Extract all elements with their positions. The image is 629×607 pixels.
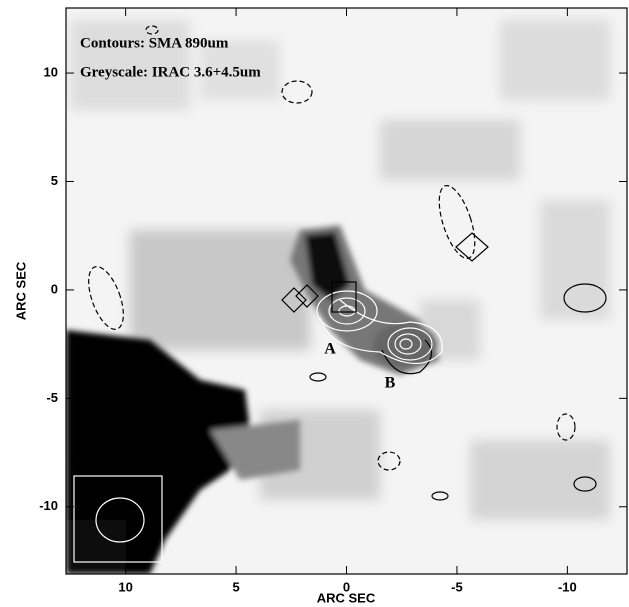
y-tick-label: 5	[51, 173, 58, 188]
x-tick-label: 10	[118, 579, 132, 594]
contours	[69, 25, 607, 563]
y-tick-label: 0	[51, 281, 58, 296]
annotation: Greyscale: IRAC 3.6+4.5um	[80, 64, 261, 80]
x-tick-label: 5	[232, 579, 239, 594]
x-tick-label: -5	[451, 579, 463, 594]
y-tick-label: -5	[46, 390, 58, 405]
annotation: Contours: SMA 890um	[80, 35, 229, 51]
annotation: A	[324, 341, 336, 358]
x-tick-label: -10	[558, 579, 577, 594]
x-axis-label: ARC SEC	[317, 590, 376, 605]
y-tick-label: 10	[44, 64, 58, 79]
y-tick-label: -10	[39, 498, 58, 513]
y-axis-label: ARC SEC	[13, 261, 28, 320]
x-tick-label: 0	[343, 579, 350, 594]
annotation: B	[385, 375, 396, 392]
greyscale-image	[66, 8, 627, 574]
